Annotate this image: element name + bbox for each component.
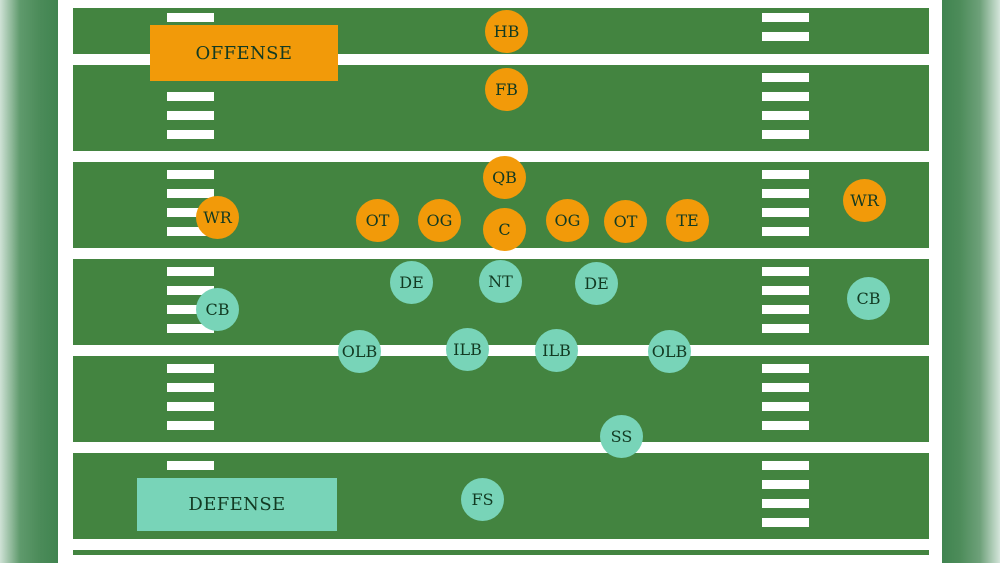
defense-ilb-right-player: ILB <box>535 329 578 372</box>
hash-mark <box>762 227 809 236</box>
hash-mark <box>167 324 214 333</box>
hash-mark <box>762 364 809 373</box>
offense-fb-player: FB <box>485 68 528 111</box>
right-hash-marks <box>762 364 809 440</box>
yard-line <box>73 345 929 356</box>
hash-mark <box>762 383 809 392</box>
hash-mark <box>762 13 809 22</box>
hash-mark <box>762 286 809 295</box>
yard-line <box>73 442 929 453</box>
hash-mark <box>762 518 809 527</box>
offense-og-left-player: OG <box>418 199 461 242</box>
hash-mark <box>762 189 809 198</box>
hash-mark <box>167 130 214 139</box>
offense-hb-player: HB <box>485 10 528 53</box>
hash-mark <box>762 170 809 179</box>
offense-ot-left-player: OT <box>356 199 399 242</box>
hash-mark <box>167 461 214 470</box>
defense-de-right-player: DE <box>575 262 618 305</box>
yard-line <box>73 54 929 65</box>
offense-og-right-player: OG <box>546 199 589 242</box>
hash-mark <box>167 421 214 430</box>
hash-mark <box>167 111 214 120</box>
hash-mark <box>762 111 809 120</box>
hash-mark <box>762 324 809 333</box>
hash-mark <box>167 286 214 295</box>
defense-nt-player: NT <box>479 260 522 303</box>
right-hash-marks <box>762 73 809 149</box>
left-hash-marks <box>167 170 214 246</box>
hash-mark <box>167 364 214 373</box>
yard-line <box>73 248 929 259</box>
defense-ss-player: SS <box>600 415 643 458</box>
defense-fs-player: FS <box>461 478 504 521</box>
hash-mark <box>762 208 809 217</box>
offense-c-player: C <box>483 208 526 251</box>
left-hash-marks <box>167 267 214 343</box>
yard-line <box>73 539 929 550</box>
hash-mark <box>167 305 214 314</box>
hash-mark <box>167 189 214 198</box>
hash-mark <box>762 499 809 508</box>
hash-mark <box>167 170 214 179</box>
offense-ot-right-player: OT <box>604 200 647 243</box>
defense-label: DEFENSE <box>188 494 286 515</box>
hash-mark <box>167 267 214 276</box>
left-hash-marks <box>167 13 214 32</box>
defense-de-left-player: DE <box>390 261 433 304</box>
hash-mark <box>762 92 809 101</box>
offense-wr-right-player: WR <box>843 179 886 222</box>
hash-mark <box>167 383 214 392</box>
offense-label-box: OFFENSE <box>150 25 338 81</box>
right-hash-marks <box>762 267 809 343</box>
hash-mark <box>167 227 214 236</box>
hash-mark <box>167 402 214 411</box>
hash-mark <box>762 267 809 276</box>
hash-mark <box>167 13 214 22</box>
right-hash-marks <box>762 13 809 51</box>
offense-wr-left-player: WR <box>196 196 239 239</box>
hash-mark <box>762 421 809 430</box>
left-hash-marks <box>167 461 214 480</box>
offense-qb-player: QB <box>483 156 526 199</box>
left-hash-marks <box>167 92 214 149</box>
hash-mark <box>762 480 809 489</box>
hash-mark <box>167 208 214 217</box>
defense-olb-right-player: OLB <box>648 330 691 373</box>
hash-mark <box>762 461 809 470</box>
hash-mark <box>762 73 809 82</box>
right-hash-marks <box>762 170 809 246</box>
defense-cb-left-player: CB <box>196 288 239 331</box>
defense-cb-right-player: CB <box>847 277 890 320</box>
offense-label: OFFENSE <box>195 42 293 64</box>
hash-mark <box>762 305 809 314</box>
right-hash-marks <box>762 461 809 537</box>
offense-te-player: TE <box>666 199 709 242</box>
defense-olb-left-player: OLB <box>338 330 381 373</box>
hash-mark <box>762 32 809 41</box>
left-hash-marks <box>167 364 214 440</box>
defense-ilb-left-player: ILB <box>446 328 489 371</box>
hash-mark <box>762 130 809 139</box>
hash-mark <box>762 402 809 411</box>
defense-label-box: DEFENSE <box>137 478 337 531</box>
hash-mark <box>167 92 214 101</box>
